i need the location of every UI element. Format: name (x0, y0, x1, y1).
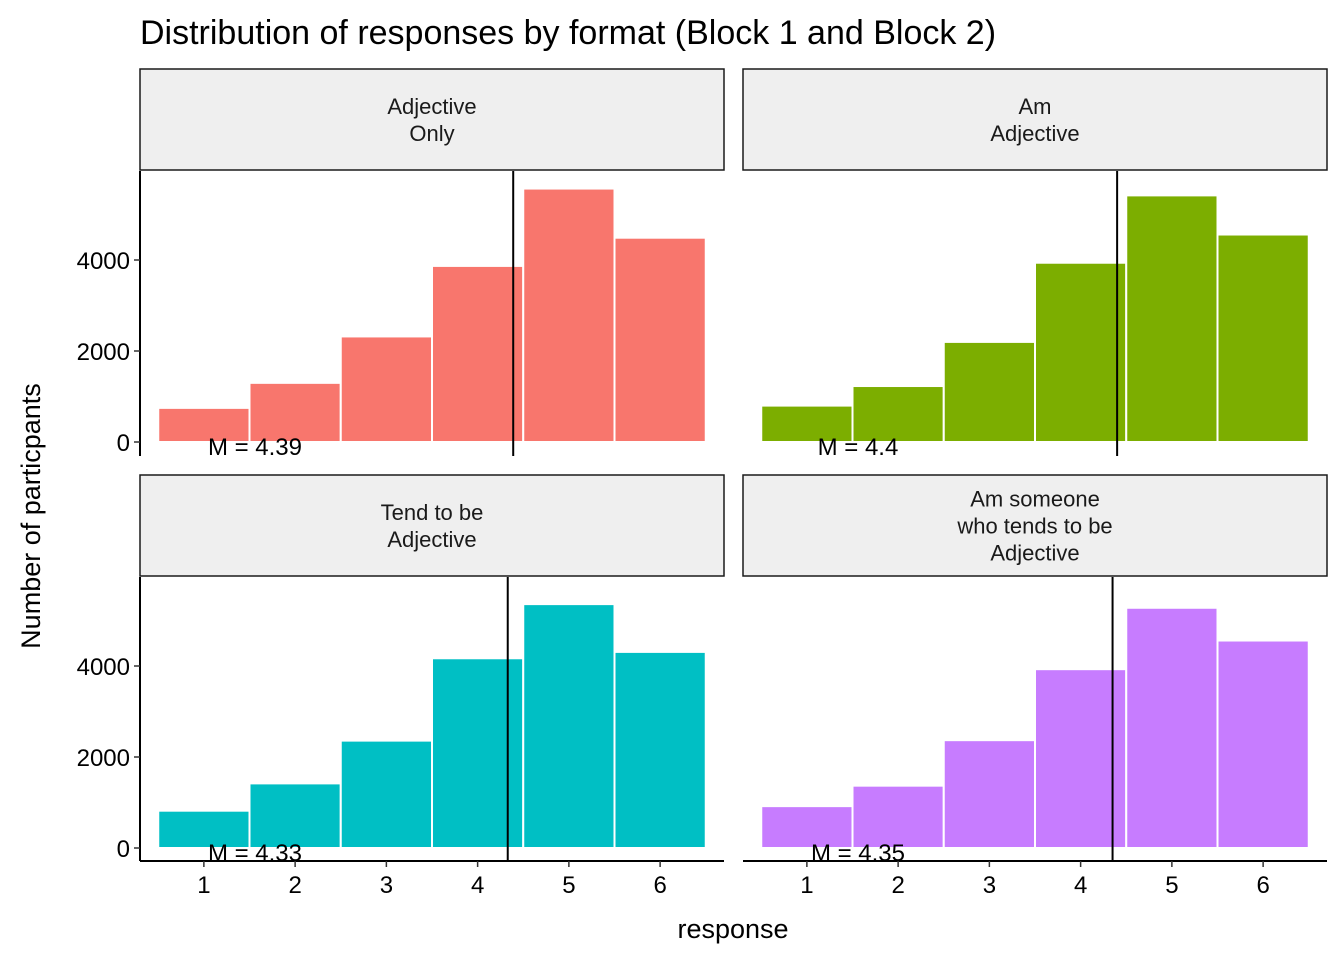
x-tick-label: 6 (653, 872, 666, 899)
bar-response-3 (339, 335, 433, 443)
bar-response-6 (1216, 233, 1310, 443)
bar-response-5 (1125, 606, 1219, 850)
bar-response-4 (431, 264, 525, 444)
bar-response-2 (851, 784, 945, 849)
facet-strip-label: Am (1019, 94, 1052, 119)
bar-response-4 (1034, 668, 1128, 849)
x-tick-label: 3 (983, 872, 996, 899)
facet-strip (742, 68, 1328, 171)
mean-label: M = 4.4 (818, 434, 899, 461)
mean-label: M = 4.35 (811, 840, 905, 867)
facet-strip-label: Adjective (990, 121, 1079, 146)
facet-strip-label: Only (409, 121, 454, 146)
y-tick-label: 2000 (77, 339, 130, 366)
bar-response-3 (942, 739, 1036, 849)
bar-response-6 (613, 236, 707, 443)
x-axis-title: response (677, 914, 788, 944)
facet-strip (139, 68, 725, 171)
bar-response-3 (339, 739, 433, 849)
bar-response-4 (1034, 261, 1128, 444)
x-tick-label: 4 (1074, 872, 1087, 899)
bar-response-1 (157, 406, 251, 443)
y-tick-label: 0 (117, 836, 130, 863)
bar-response-2 (248, 381, 342, 444)
x-tick-label: 1 (197, 872, 210, 899)
y-tick-label: 0 (117, 430, 130, 457)
y-axis-title: Number of particpants (16, 383, 46, 649)
facet-strip-label: Tend to be (381, 500, 484, 525)
facet-strip-label: Adjective (990, 541, 1079, 566)
facet-strip-label: Adjective (387, 527, 476, 552)
bar-response-3 (942, 340, 1036, 443)
x-tick-label: 2 (288, 872, 301, 899)
facet-strip-label: who tends to be (956, 514, 1112, 539)
facet-strip (139, 474, 725, 577)
mean-label: M = 4.33 (208, 840, 302, 867)
mean-label: M = 4.39 (208, 434, 302, 461)
x-tick-label: 1 (800, 872, 813, 899)
x-tick-label: 6 (1256, 872, 1269, 899)
y-tick-label: 4000 (77, 654, 130, 681)
bar-response-1 (760, 404, 854, 444)
bar-response-5 (522, 187, 616, 443)
facet-strip-label: Adjective (387, 94, 476, 119)
y-tick-label: 2000 (77, 745, 130, 772)
bar-response-2 (248, 782, 342, 850)
facet-strip-label: Am someone (970, 487, 1100, 512)
x-tick-label: 5 (1165, 872, 1178, 899)
bar-response-6 (1216, 639, 1310, 850)
x-tick-label: 3 (380, 872, 393, 899)
facet-strip (742, 474, 1328, 577)
bar-response-6 (613, 650, 707, 850)
bar-response-4 (431, 657, 525, 850)
x-tick-label: 4 (471, 872, 484, 899)
bar-response-5 (522, 603, 616, 849)
x-tick-label: 5 (562, 872, 575, 899)
bar-response-5 (1125, 194, 1219, 443)
x-tick-label: 2 (891, 872, 904, 899)
chart-title: Distribution of responses by format (Blo… (140, 14, 996, 52)
y-tick-label: 4000 (77, 248, 130, 275)
bar-response-1 (157, 809, 251, 850)
